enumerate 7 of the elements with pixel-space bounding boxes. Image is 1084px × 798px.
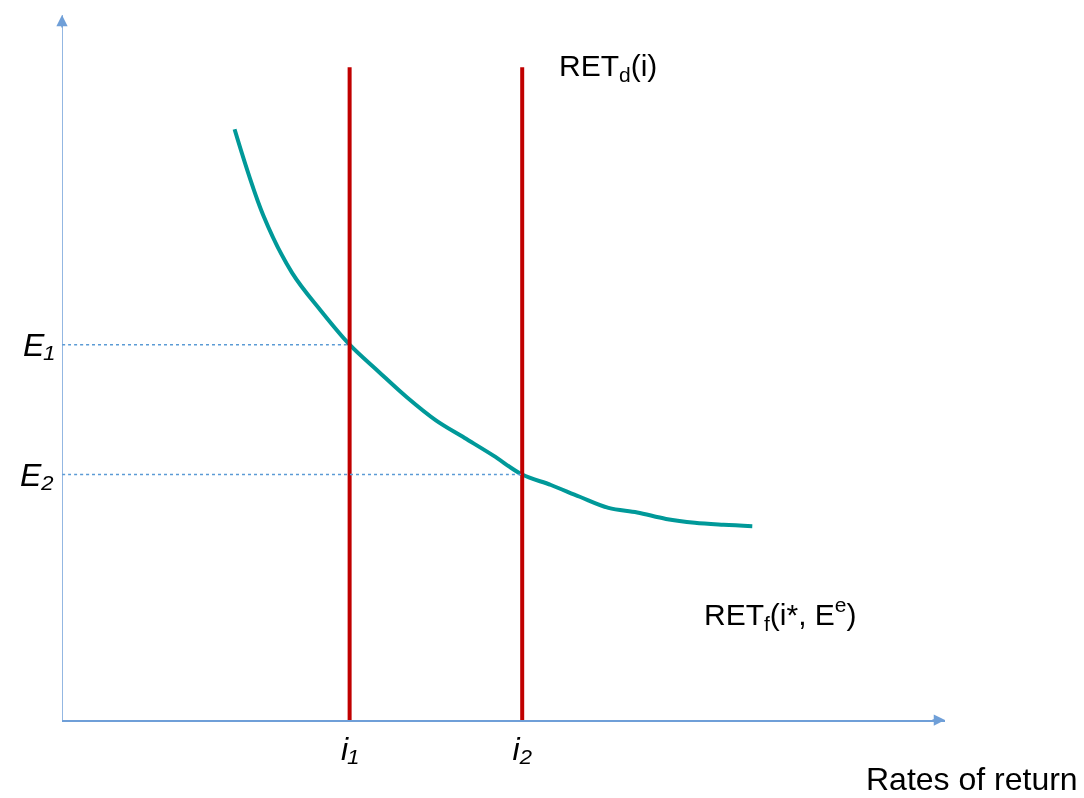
text: E₁: [23, 327, 55, 363]
annotation: RET$_{f}$(i*, E$^{e}$): [704, 593, 857, 635]
x-tick-label: i₂: [512, 731, 532, 768]
text: E₂: [20, 457, 54, 493]
x-tick-label: i₁: [341, 731, 359, 768]
x-axis-title: Rates of return: [866, 761, 1078, 797]
annotation: RET$_{d}$(i): [559, 49, 658, 87]
